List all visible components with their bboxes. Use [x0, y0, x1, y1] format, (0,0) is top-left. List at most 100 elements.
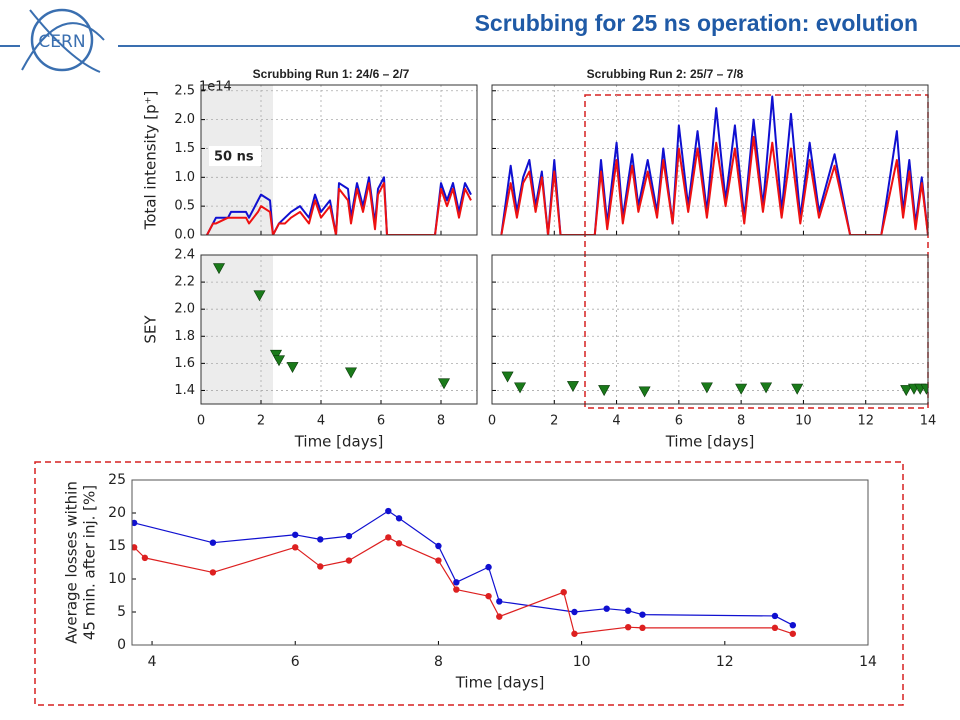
- highlight-box: [34, 461, 904, 706]
- plot-area: [500, 95, 928, 235]
- y-tick-label: 1.8: [174, 329, 195, 344]
- data-point: [292, 544, 299, 551]
- data-point: [253, 290, 266, 302]
- x-tick-label: 8: [437, 414, 445, 429]
- plot-area: [132, 507, 797, 637]
- y-tick-label: 20: [108, 505, 126, 521]
- x-tick-label: 4: [317, 414, 325, 429]
- cern-logo: CERN: [21, 8, 105, 73]
- data-point: [566, 381, 579, 393]
- logo-arcs: [21, 9, 105, 73]
- y-axis-label: Total intensity [p⁺]: [142, 91, 160, 231]
- data-point: [789, 622, 797, 629]
- plot-frame: [131, 479, 869, 646]
- data-point: [624, 607, 632, 614]
- data-point: [385, 507, 392, 515]
- x-tick-label: 14: [859, 654, 877, 670]
- data-point: [603, 605, 610, 612]
- x-tick-label: 12: [857, 414, 874, 429]
- x-tick-label: 0: [488, 414, 496, 429]
- data-point: [269, 349, 283, 361]
- y-tick-label: 2.4: [174, 248, 195, 263]
- logo-text: CERN: [38, 32, 85, 52]
- y-tick-label: 2.2: [174, 275, 195, 290]
- plot-frame: [491, 84, 929, 236]
- y-tick-label: 1.4: [174, 383, 195, 398]
- plot-frame: [491, 254, 929, 405]
- y-tick-label: 2.5: [174, 83, 195, 98]
- data-point: [560, 589, 567, 596]
- data-point: [435, 542, 442, 550]
- data-line: [134, 510, 794, 626]
- x-tick-label: 6: [377, 414, 385, 429]
- x-tick-label: 4: [612, 414, 620, 429]
- x-tick-label: 2: [257, 414, 265, 429]
- data-point: [920, 383, 928, 395]
- annotation-bg: [209, 146, 261, 166]
- slide-title: Scrubbing for 25 ns operation: evolution: [475, 10, 918, 36]
- x-tick-label: 8: [434, 654, 443, 670]
- data-point: [132, 519, 138, 527]
- chart-title: Scrubbing Run 1: 24/6 – 2/7: [253, 67, 410, 81]
- logo-ring: [30, 8, 94, 72]
- data-point: [272, 355, 286, 367]
- y-tick-label: 25: [108, 472, 126, 488]
- x-tick-label: 6: [291, 654, 300, 670]
- plot-area: [212, 263, 451, 390]
- data-point: [132, 544, 138, 551]
- y-tick-label: 1.6: [174, 356, 195, 371]
- x-tick-label: 12: [716, 654, 734, 670]
- data-point: [791, 383, 804, 395]
- data-point: [639, 611, 646, 618]
- data-point: [639, 624, 646, 632]
- data-point: [286, 362, 299, 374]
- x-axis-label: Time [days]: [665, 433, 755, 451]
- data-line: [133, 536, 794, 635]
- y-tick-label: 5: [117, 604, 126, 620]
- data-point: [624, 623, 632, 631]
- x-tick-label: 0: [197, 414, 205, 429]
- y-tick-label: 10: [108, 571, 126, 587]
- data-point: [453, 579, 460, 586]
- plot-frame: [200, 254, 478, 405]
- x-tick-label: 10: [573, 654, 591, 670]
- y-tick-label: 0.5: [174, 199, 195, 214]
- x-tick-label: 8: [737, 414, 745, 429]
- data-point: [514, 382, 527, 394]
- data-point: [344, 367, 358, 379]
- data-point: [496, 613, 503, 620]
- data-point: [141, 554, 149, 562]
- data-point: [345, 557, 353, 564]
- data-point: [735, 383, 748, 395]
- data-point: [771, 612, 779, 620]
- y-tick-label: 0.0: [174, 228, 195, 243]
- shaded-region: [201, 255, 273, 404]
- data-point: [345, 532, 353, 540]
- data-point: [598, 385, 611, 397]
- data-point: [317, 536, 324, 543]
- data-point: [485, 563, 492, 571]
- data-point: [395, 540, 403, 547]
- highlight-box: [584, 94, 929, 409]
- y-tick-label: 1.0: [174, 170, 195, 185]
- data-point: [209, 539, 217, 546]
- data-point: [571, 630, 578, 637]
- axis-multiplier: 1e14: [199, 80, 232, 95]
- data-point: [435, 557, 442, 564]
- data-line: [500, 95, 928, 235]
- data-line: [500, 135, 928, 235]
- data-point: [571, 608, 578, 616]
- plot-area: [206, 176, 472, 235]
- data-point: [385, 534, 392, 541]
- data-point: [209, 569, 217, 576]
- data-point: [437, 378, 451, 390]
- data-point: [638, 386, 651, 398]
- x-tick-label: 10: [795, 414, 812, 429]
- data-point: [789, 630, 797, 637]
- data-point: [292, 531, 299, 538]
- data-point: [212, 263, 226, 275]
- annotation: 50 ns: [214, 150, 254, 165]
- x-tick-label: 2: [550, 414, 558, 429]
- data-point: [771, 624, 779, 632]
